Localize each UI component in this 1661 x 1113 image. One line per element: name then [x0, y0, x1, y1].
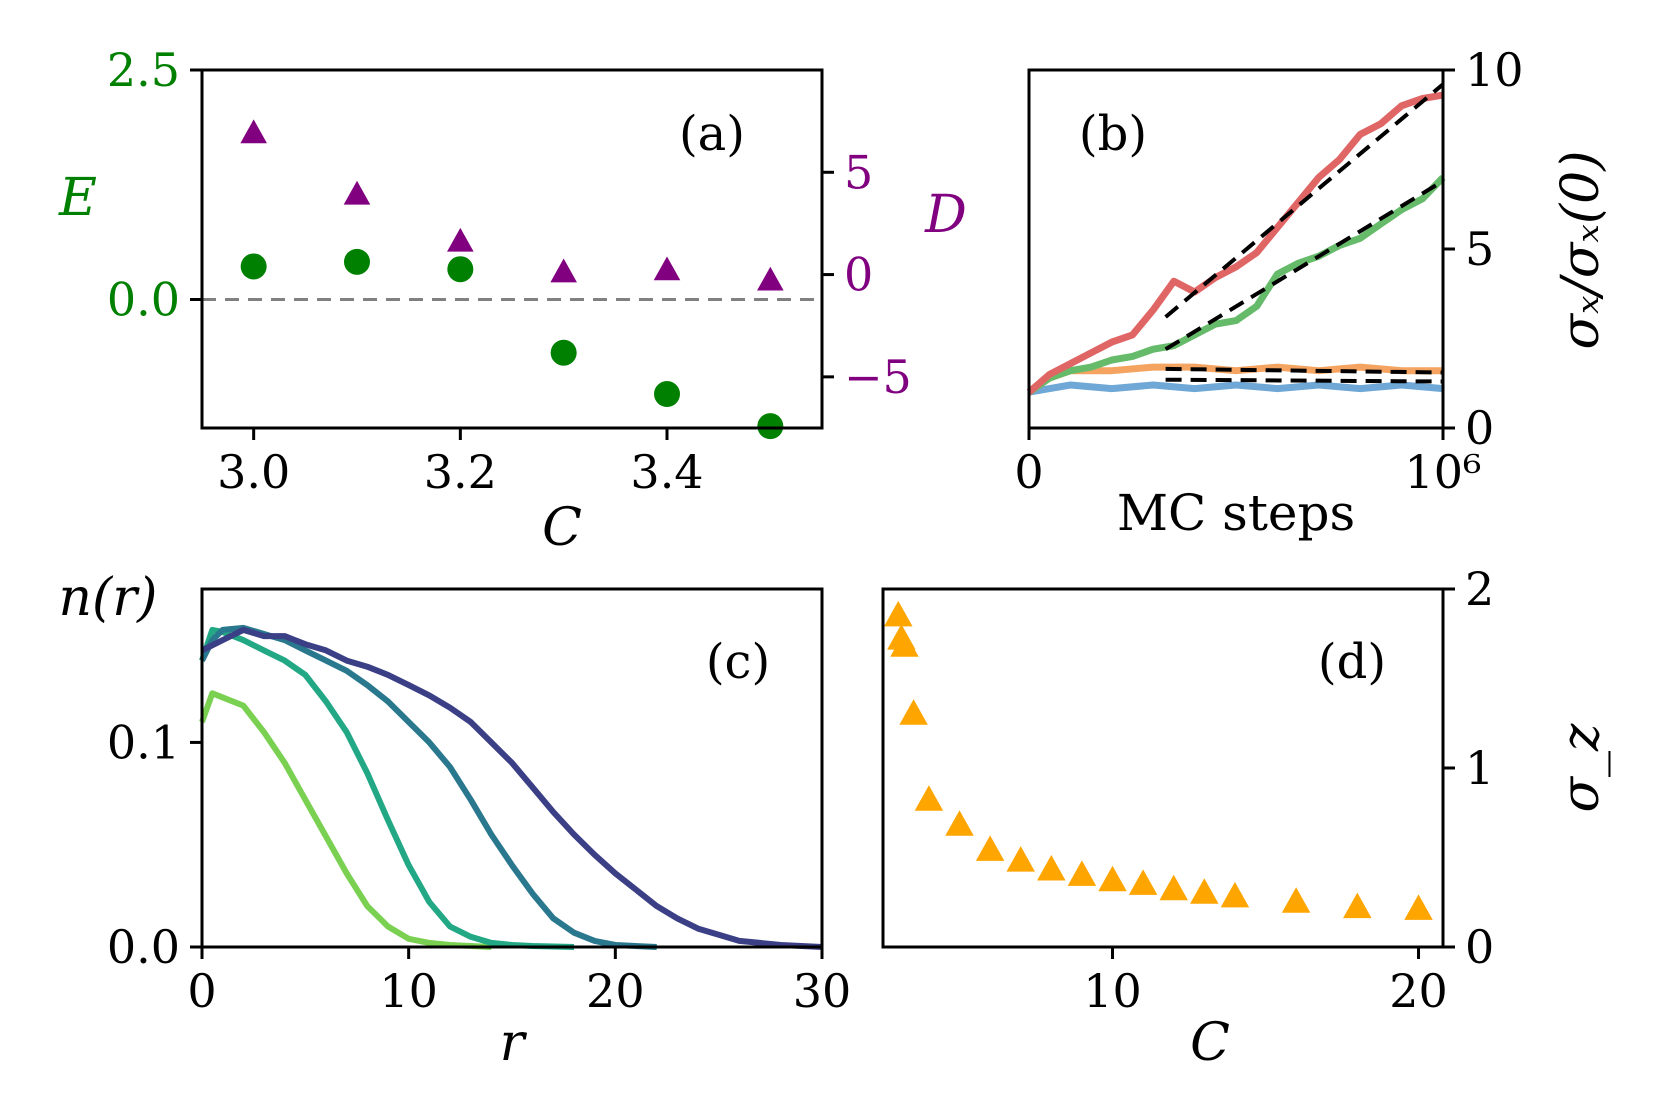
- panel-a-ylabel-right: D: [924, 185, 967, 245]
- panel-a-D-point-5: [757, 266, 784, 291]
- panel-d-point-16: [1343, 892, 1372, 919]
- panel-c-lines: [199, 624, 823, 950]
- panel-c-label: (c): [706, 634, 770, 690]
- panel-d-xlabel: C: [1190, 1013, 1230, 1073]
- panel-d-point-10: [1098, 865, 1127, 892]
- panel-b-xtick-1-label: 10⁶: [1405, 445, 1482, 499]
- panel-d-point-0: [884, 600, 913, 627]
- panel-d-point-4: [914, 785, 944, 811]
- panel-d-point-9: [1067, 860, 1097, 886]
- panel-c-xtick-0-label: 0: [187, 964, 216, 1018]
- panel-b-xlabel: MC steps: [1117, 484, 1355, 542]
- panel-b-ytick-1-label: 5: [1465, 222, 1494, 276]
- panel-a-E-point-1: [344, 248, 370, 275]
- panel-b-fit-0: [1164, 82, 1445, 319]
- panel-c-xtick-2-label: 20: [586, 964, 645, 1018]
- panel-a-xtick-1-label: 3.2: [424, 445, 497, 499]
- panel-b-series-blue: [1028, 381, 1444, 396]
- panel-a-E-point-4: [654, 381, 680, 408]
- panel-b-series-red: [1026, 91, 1444, 395]
- panel-a-E-point-5: [757, 413, 784, 440]
- panel-b-fits: [1164, 82, 1445, 384]
- panel-a-marks: [240, 119, 784, 440]
- panel-d-point-3: [899, 699, 928, 725]
- panel-d-marks: [884, 600, 1433, 920]
- panel-d-xtick-0-label: 10: [1083, 964, 1142, 1018]
- panel-d-xtick-1-label: 20: [1389, 964, 1448, 1018]
- panel-a-xlabel: C: [542, 498, 582, 558]
- panel-a-xtick-0-label: 3.0: [217, 445, 290, 499]
- panel-a-E-point-0: [240, 253, 267, 280]
- panel-a-D-point-0: [240, 119, 267, 144]
- panel-a-xtick-2-label: 3.4: [630, 445, 703, 499]
- panel-c-ylabel: n(r): [59, 568, 158, 628]
- panel-b-ytick-2-label: 10: [1465, 43, 1524, 97]
- panel-a-D-point-3: [550, 258, 577, 283]
- panel-d-point-6: [975, 835, 1005, 861]
- panel-c-frame: [200, 587, 824, 949]
- panel-d-ticks: 10 20 0 1 2: [1083, 562, 1494, 1018]
- panel-c-series-c4: [200, 626, 823, 950]
- panel-d-point-13: [1190, 878, 1219, 904]
- panel-b-lines: [1026, 91, 1446, 396]
- panel-d-point-5: [945, 810, 974, 836]
- panel-c-xtick-1-label: 10: [379, 964, 438, 1018]
- panel-a: 3.0 3.2 3.4 0.0 2.5 −5 0 5 (a) E D C: [58, 43, 967, 558]
- panel-b-xtick-0-label: 0: [1014, 445, 1043, 499]
- panel-a-ytick-right-0-label: −5: [844, 350, 912, 404]
- panel-d-ytick-0-label: 0: [1465, 920, 1494, 974]
- panel-c-ytick-1-label: 0.1: [107, 715, 180, 769]
- panel-d-point-14: [1220, 881, 1250, 908]
- panel-a-D-point-1: [343, 180, 371, 205]
- panel-c-ticks: 0 10 20 30 0.0 0.1: [107, 715, 851, 1018]
- panel-b-fit-1: [1164, 179, 1445, 351]
- panel-d-ytick-1-label: 1: [1465, 741, 1494, 795]
- panel-c-ytick-0-label: 0.0: [107, 920, 180, 974]
- panel-d-point-17: [1404, 894, 1433, 920]
- panel-a-E-point-3: [550, 339, 577, 366]
- panel-d: 10 20 0 1 2 (d) C σ_z: [881, 562, 1611, 1073]
- panel-a-E-point-2: [447, 256, 474, 283]
- panel-c-series-c1: [199, 690, 492, 950]
- panel-b-label: (b): [1079, 106, 1147, 162]
- panel-b-fit-3: [1165, 377, 1444, 384]
- panel-a-frame: [200, 68, 824, 430]
- panel-b-ytick-0-label: 0: [1465, 401, 1494, 455]
- panel-a-ytick-right-1-label: 0: [844, 248, 873, 302]
- panel-d-point-12: [1159, 874, 1188, 901]
- panel-a-D-point-2: [447, 227, 474, 252]
- panel-a-D-point-4: [653, 256, 681, 281]
- panel-d-point-2: [890, 631, 919, 657]
- panel-a-label: (a): [679, 106, 745, 162]
- panel-a-ytick-left-0-label: 0.0: [107, 272, 180, 326]
- panel-d-point-15: [1281, 887, 1311, 913]
- panel-d-point-8: [1037, 855, 1066, 881]
- panel-d-point-7: [1006, 846, 1035, 872]
- panel-a-ytick-right-2-label: 5: [844, 145, 873, 199]
- panel-a-ticks: 3.0 3.2 3.4 0.0 2.5 −5 0 5: [107, 43, 912, 499]
- panel-d-ylabel: σ_z: [1551, 723, 1611, 812]
- panel-d-point-11: [1128, 869, 1158, 895]
- panel-b-ylabel: σₓ/σₓ(0): [1551, 150, 1611, 349]
- panel-d-label: (d): [1318, 634, 1386, 690]
- panel-c-series-c2: [199, 626, 575, 950]
- panel-c-xlabel: r: [500, 1013, 528, 1073]
- panel-a-ylabel-left: E: [58, 168, 97, 228]
- panel-b-series-green: [1027, 174, 1446, 396]
- panel-a-ytick-left-1-label: 2.5: [107, 43, 180, 97]
- panel-d-ytick-2-label: 2: [1465, 562, 1494, 616]
- panel-c: 0 10 20 30 0.0 0.1 (c) n(r) r: [59, 568, 852, 1073]
- panel-c-xtick-3-label: 30: [793, 964, 852, 1018]
- panel-b-fit-2: [1165, 366, 1444, 375]
